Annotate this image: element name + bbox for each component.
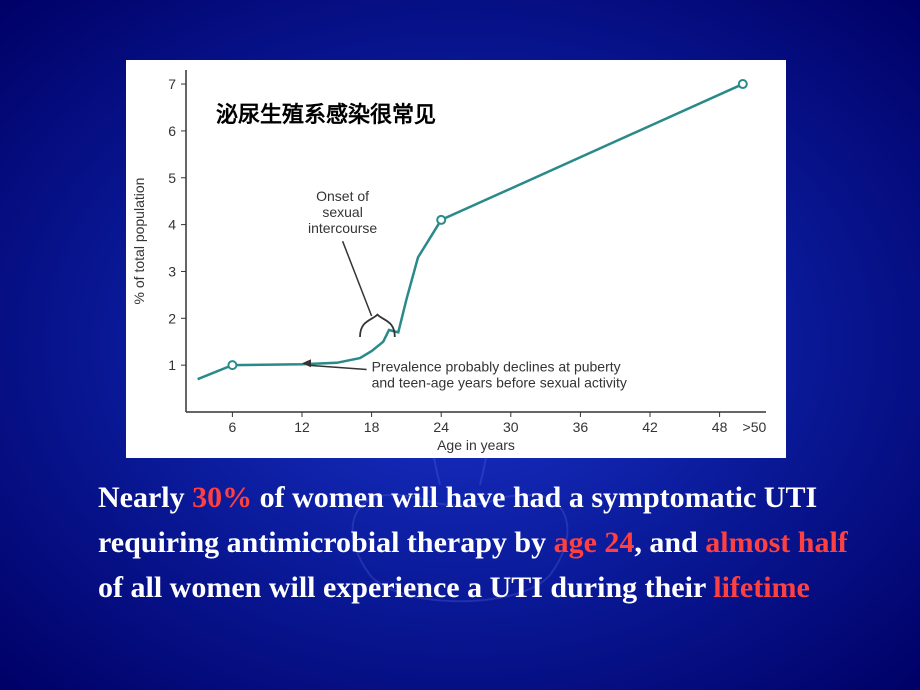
caption-seg: of all women will experience a UTI durin…	[98, 571, 713, 604]
svg-text:2: 2	[168, 310, 176, 326]
caption-seg: Nearly	[98, 481, 192, 514]
svg-text:6: 6	[229, 419, 237, 435]
svg-text:sexual: sexual	[322, 204, 362, 220]
svg-text:24: 24	[433, 419, 449, 435]
svg-text:12: 12	[294, 419, 310, 435]
svg-text:48: 48	[712, 419, 728, 435]
svg-text:42: 42	[642, 419, 658, 435]
svg-text:Onset of: Onset of	[316, 188, 369, 204]
svg-text:18: 18	[364, 419, 380, 435]
svg-text:7: 7	[168, 76, 176, 92]
svg-text:Age in years: Age in years	[437, 437, 515, 453]
svg-text:36: 36	[573, 419, 589, 435]
svg-text:30: 30	[503, 419, 519, 435]
svg-text:% of total population: % of total population	[131, 178, 147, 305]
svg-text:intercourse: intercourse	[308, 220, 377, 236]
caption-highlight-age24: age 24	[554, 526, 635, 559]
line-chart: 1234567612182430364248>50Age in years% o…	[126, 60, 786, 458]
chart-container: 1234567612182430364248>50Age in years% o…	[126, 60, 786, 458]
svg-text:5: 5	[168, 170, 176, 186]
caption-seg: , and	[634, 526, 705, 559]
slide: 1234567612182430364248>50Age in years% o…	[0, 0, 920, 690]
caption-highlight-half: almost half	[705, 526, 848, 559]
svg-text:1: 1	[168, 357, 176, 373]
svg-text:3: 3	[168, 263, 176, 279]
svg-text:泌尿生殖系感染很常见: 泌尿生殖系感染很常见	[216, 102, 436, 127]
svg-text:4: 4	[168, 217, 176, 233]
caption-text: Nearly 30% of women will have had a symp…	[98, 475, 860, 610]
svg-text:Prevalence probably declines a: Prevalence probably declines at puberty	[372, 358, 621, 374]
svg-text:6: 6	[168, 123, 176, 139]
svg-text:and teen-age years before sexu: and teen-age years before sexual activit…	[372, 374, 627, 390]
svg-text:>50: >50	[743, 419, 767, 435]
caption-highlight-lifetime: lifetime	[713, 571, 810, 604]
caption-highlight-30: 30%	[192, 481, 252, 514]
